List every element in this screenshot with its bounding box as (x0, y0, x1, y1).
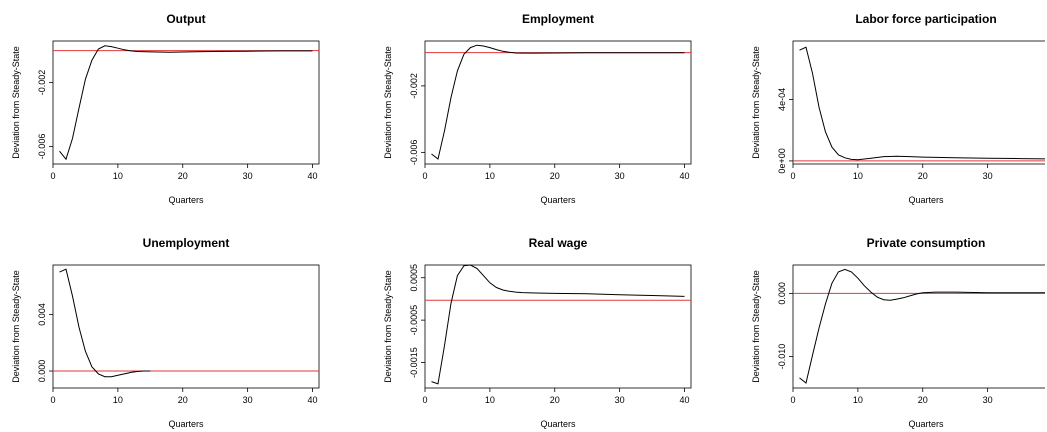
x-tick-label: 40 (680, 171, 690, 181)
x-axis-label: Quarters (540, 195, 576, 205)
plot-frame (424, 40, 692, 165)
response-line (59, 45, 313, 161)
x-axis-label: Quarters (168, 419, 204, 429)
x-tick-label: 30 (615, 395, 625, 405)
x-tick-label: 30 (983, 171, 993, 181)
chart-title: Private consumption (867, 236, 986, 250)
response-line (431, 44, 685, 160)
chart-output: Output 0 10 20 30 40 Quarters -0.002 -0.006 Devia… (11, 12, 320, 205)
x-tick-label: 40 (680, 395, 690, 405)
x-tick-label: 20 (550, 171, 560, 181)
x-tick-label: 10 (113, 171, 123, 181)
x-axis-label: Quarters (908, 195, 944, 205)
y-tick-label: -0.010 (777, 344, 787, 370)
y-axis-label: Deviation from Steady-State (383, 270, 393, 383)
y-tick-label: -0.002 (37, 70, 47, 96)
x-axis-label: Quarters (168, 195, 204, 205)
y-tick-label: -0.002 (409, 73, 419, 99)
y-axis-label: Deviation from Steady-State (751, 270, 761, 383)
y-tick-label: 4e-04 (777, 88, 787, 111)
y-tick-label: 0.000 (37, 360, 47, 383)
response-line (799, 268, 1045, 384)
y-tick-label: -0.006 (37, 134, 47, 160)
response-line (799, 46, 1045, 161)
plot-frame (52, 40, 320, 165)
chart-unemployment: Unemployment 0 10 20 30 40 Quarters 0.000 0.004 D… (11, 236, 320, 429)
x-tick-label: 10 (485, 395, 495, 405)
plot-frame (52, 264, 320, 389)
y-tick-label: 0.004 (37, 303, 47, 326)
chart-title: Output (166, 12, 205, 26)
x-tick-label: 30 (615, 171, 625, 181)
x-tick-label: 10 (853, 395, 863, 405)
chart-employment: Employment 0 10 20 30 40 Quarters -0.002 -0.006 D… (383, 12, 692, 205)
chart-labor-force-participation: Labor force participation010203040Quarte… (751, 12, 1045, 205)
y-tick-label: -0.0005 (409, 305, 419, 336)
x-tick-label: 30 (243, 171, 253, 181)
x-tick-label: 30 (243, 395, 253, 405)
y-tick-label: -0.0015 (409, 347, 419, 378)
x-tick-label: 0 (422, 171, 427, 181)
x-tick-label: 10 (853, 171, 863, 181)
x-axis-label: Quarters (540, 419, 576, 429)
x-tick-label: 30 (983, 395, 993, 405)
y-axis-label: Deviation from Steady-State (11, 270, 21, 383)
chart-real-wage: Real wage 0 10 20 30 40 Quarters 0.0005 -0.0005 -… (383, 236, 692, 429)
y-tick-label: 0e+00 (777, 148, 787, 173)
response-line (431, 264, 685, 385)
x-tick-label: 20 (178, 171, 188, 181)
y-axis-label: Deviation from Steady-State (383, 46, 393, 159)
x-tick-label: 20 (178, 395, 188, 405)
x-tick-label: 0 (422, 395, 427, 405)
x-tick-label: 40 (308, 395, 318, 405)
chart-title: Real wage (529, 236, 588, 250)
y-axis-label: Deviation from Steady-State (751, 46, 761, 159)
x-tick-label: 0 (790, 395, 795, 405)
x-tick-label: 40 (308, 171, 318, 181)
y-tick-label: 0.000 (777, 282, 787, 305)
chart-title: Employment (522, 12, 594, 26)
response-line (59, 268, 151, 378)
plot-frame (792, 264, 1045, 389)
y-tick-label: -0.006 (409, 140, 419, 166)
chart-private-consumption: Private consumption010203040Quarters0.00… (751, 236, 1045, 429)
x-tick-label: 20 (918, 171, 928, 181)
x-tick-label: 0 (50, 171, 55, 181)
chart-title: Unemployment (143, 236, 230, 250)
x-tick-label: 0 (790, 171, 795, 181)
x-tick-label: 20 (550, 395, 560, 405)
plot-frame (424, 264, 692, 389)
x-tick-label: 10 (113, 395, 123, 405)
y-tick-label: 0.0005 (409, 264, 419, 292)
plot-frame (792, 40, 1045, 165)
x-axis-label: Quarters (908, 419, 944, 429)
x-tick-label: 10 (485, 171, 495, 181)
x-tick-label: 20 (918, 395, 928, 405)
chart-title: Labor force participation (855, 12, 996, 26)
x-tick-label: 0 (50, 395, 55, 405)
y-axis-label: Deviation from Steady-State (11, 46, 21, 159)
